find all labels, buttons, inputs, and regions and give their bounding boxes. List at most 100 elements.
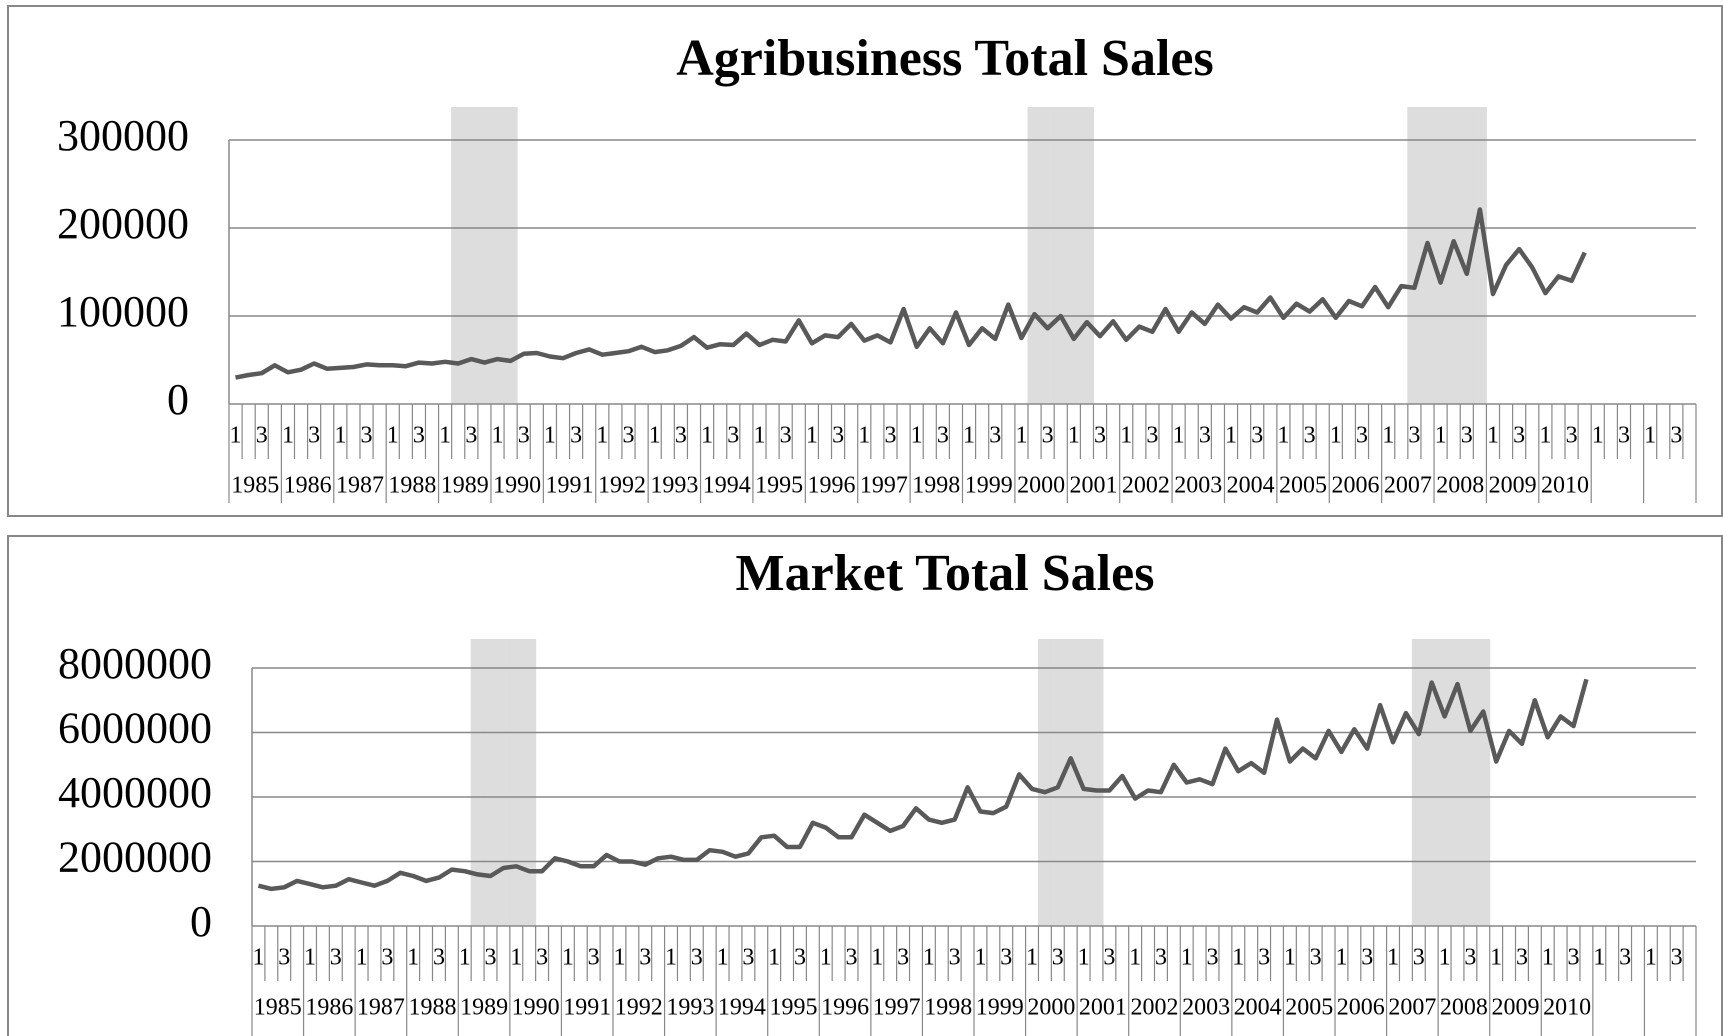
x-tick-label: 1 — [768, 945, 780, 971]
x-group-label: 1991 — [546, 473, 594, 499]
x-tick-label: 1 — [356, 945, 368, 971]
shaded-period — [464, 107, 479, 404]
x-group-label: 1989 — [441, 473, 489, 499]
x-group-label: 2006 — [1337, 995, 1385, 1021]
shaded-period — [522, 639, 537, 926]
x-group-label: 2000 — [1017, 473, 1065, 499]
x-tick-label: 3 — [794, 945, 806, 971]
x-tick-label: 3 — [622, 423, 634, 449]
x-tick-label: 3 — [433, 945, 445, 971]
x-tick-label: 1 — [1277, 423, 1289, 449]
x-group-label: 2007 — [1388, 995, 1436, 1021]
x-group-label: 2008 — [1440, 995, 1488, 1021]
x-tick-label: 3 — [536, 945, 548, 971]
x-tick-label: 3 — [1361, 945, 1373, 971]
x-tick-label: 3 — [1516, 945, 1528, 971]
x-tick-label: 3 — [884, 423, 896, 449]
x-tick-label: 3 — [1408, 423, 1420, 449]
x-tick-label: 3 — [989, 423, 1001, 449]
x-tick-label: 3 — [742, 945, 754, 971]
x-tick-label: 1 — [1335, 945, 1347, 971]
shaded-period — [451, 107, 466, 404]
x-tick-label: 1 — [407, 945, 419, 971]
x-group-label: 2004 — [1227, 473, 1275, 499]
x-group-label: 2007 — [1384, 473, 1432, 499]
x-tick-label: 1 — [1435, 423, 1447, 449]
y-tick-label: 6000000 — [58, 704, 212, 753]
x-tick-label: 3 — [381, 945, 393, 971]
x-tick-label: 3 — [937, 423, 949, 449]
shaded-period — [490, 107, 505, 404]
x-tick-label: 1 — [1225, 423, 1237, 449]
x-tick-label: 1 — [923, 945, 935, 971]
x-tick-label: 3 — [1671, 945, 1683, 971]
x-tick-label: 1 — [1129, 945, 1141, 971]
x-tick-label: 1 — [230, 423, 242, 449]
x-tick-label: 1 — [1592, 423, 1604, 449]
data-line — [235, 207, 1587, 380]
shaded-period — [1063, 639, 1078, 926]
x-group-label: 1990 — [493, 473, 541, 499]
x-group-label: 2003 — [1174, 473, 1222, 499]
x-tick-label: 1 — [871, 945, 883, 971]
x-tick-label: 1 — [459, 945, 471, 971]
x-group-label: 1997 — [873, 995, 921, 1021]
shaded-period — [483, 639, 498, 926]
x-tick-label: 1 — [1330, 423, 1342, 449]
shaded-period — [503, 107, 518, 404]
x-tick-label: 3 — [1000, 945, 1012, 971]
x-tick-label: 1 — [1026, 945, 1038, 971]
data-line — [257, 678, 1589, 892]
x-group-label: 1999 — [976, 995, 1024, 1021]
x-tick-label: 1 — [1284, 945, 1296, 971]
x-group-label: 1999 — [965, 473, 1013, 499]
shaded-period — [1463, 639, 1478, 926]
x-tick-label: 1 — [252, 945, 264, 971]
x-group-label: 1994 — [703, 473, 751, 499]
x-tick-label: 3 — [1258, 945, 1270, 971]
shaded-period — [1476, 639, 1491, 926]
x-tick-label: 3 — [1513, 423, 1525, 449]
x-tick-label: 3 — [1251, 423, 1263, 449]
x-group-label: 1991 — [563, 995, 611, 1021]
y-tick-label: 0 — [167, 375, 189, 424]
x-group-label: 1992 — [615, 995, 663, 1021]
x-tick-label: 3 — [727, 423, 739, 449]
x-tick-label: 1 — [1539, 423, 1551, 449]
x-tick-label: 1 — [701, 423, 713, 449]
shaded-period — [1040, 107, 1055, 404]
x-tick-label: 3 — [1042, 423, 1054, 449]
x-tick-label: 1 — [1232, 945, 1244, 971]
x-group-label: 1988 — [388, 473, 436, 499]
x-tick-label: 1 — [911, 423, 923, 449]
x-group-label: 2009 — [1489, 473, 1537, 499]
shaded-period — [1446, 107, 1461, 404]
x-group-label: 1994 — [718, 995, 766, 1021]
shaded-period — [1472, 107, 1487, 404]
x-tick-label: 1 — [1078, 945, 1090, 971]
x-group-label: 1986 — [284, 473, 332, 499]
x-tick-label: 3 — [691, 945, 703, 971]
x-tick-label: 1 — [1068, 423, 1080, 449]
x-tick-label: 3 — [1568, 945, 1580, 971]
x-tick-label: 1 — [1542, 945, 1554, 971]
shaded-period — [1420, 107, 1435, 404]
x-group-label: 2008 — [1436, 473, 1484, 499]
x-tick-label: 3 — [1103, 945, 1115, 971]
x-group-label: 2006 — [1331, 473, 1379, 499]
x-tick-label: 3 — [308, 423, 320, 449]
x-tick-label: 1 — [665, 945, 677, 971]
x-tick-label: 1 — [439, 423, 451, 449]
x-tick-label: 1 — [974, 945, 986, 971]
y-tick-label: 4000000 — [58, 768, 212, 817]
x-group-label: 2004 — [1234, 995, 1282, 1021]
x-tick-label: 3 — [1670, 423, 1682, 449]
x-tick-label: 3 — [278, 945, 290, 971]
x-group-label: 1986 — [305, 995, 353, 1021]
x-tick-label: 1 — [562, 945, 574, 971]
x-tick-label: 1 — [1173, 423, 1185, 449]
shaded-period — [470, 639, 485, 926]
x-group-label: 2009 — [1492, 995, 1540, 1021]
x-tick-label: 3 — [1461, 423, 1473, 449]
